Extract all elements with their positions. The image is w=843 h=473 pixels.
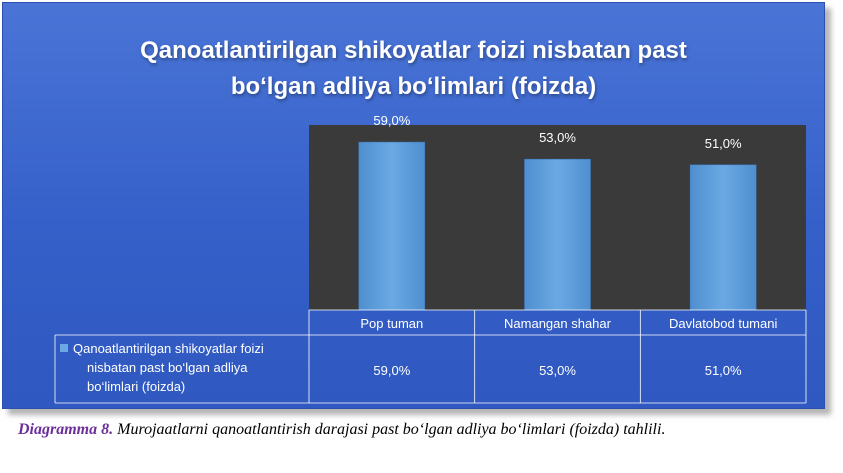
table-value-1: 53,0%: [539, 363, 576, 378]
chart-title: Qanoatlantirilgan shikoyatlar foizi nisb…: [3, 33, 824, 105]
series-name-line-0: Qanoatlantirilgan shikoyatlar foizi: [73, 341, 264, 356]
chart-title-line-2: bo‘lgan adliya bo‘limlari (foizda): [230, 73, 597, 100]
legend-key: [60, 344, 68, 352]
bar-2: [689, 164, 757, 311]
series-name-line-1: nisbatan past bo‘lgan adliya: [87, 360, 248, 375]
category-label-0: Pop tuman: [360, 316, 423, 331]
bar-0: [358, 141, 426, 311]
table-value-0: 59,0%: [373, 363, 410, 378]
chart-svg: 59,0% 53,0% 51,0% Pop tuman Namangan shahar…: [54, 113, 807, 404]
bars-group: 59,0% 53,0% 51,0%: [358, 113, 757, 311]
caption-text: Murojaatlarni qanoatlantirish darajasi p…: [113, 421, 666, 438]
data-table: Pop tuman Namangan shahar Davlatobod tuman…: [54, 309, 807, 404]
chart-frame: Qanoatlantirilgan shikoyatlar foizi nisb…: [2, 2, 825, 409]
series-name-line-2: bo‘limlari (foizda): [87, 379, 185, 394]
caption-label: Diagramma 8.: [18, 421, 114, 438]
figure-caption: Diagramma 8. Murojaatlarni qanoatlantiri…: [18, 420, 833, 439]
bar-value-label-0: 59,0%: [373, 113, 410, 128]
bar-value-label-1: 53,0%: [539, 130, 576, 145]
table-value-2: 51,0%: [705, 363, 742, 378]
bar-value-label-2: 51,0%: [705, 136, 742, 151]
chart-title-line-1: Qanoatlantirilgan shikoyatlar foizi nisb…: [140, 37, 687, 64]
category-label-1: Namangan shahar: [504, 316, 612, 331]
category-label-2: Davlatobod tumani: [669, 316, 778, 331]
bar-1: [524, 158, 591, 311]
